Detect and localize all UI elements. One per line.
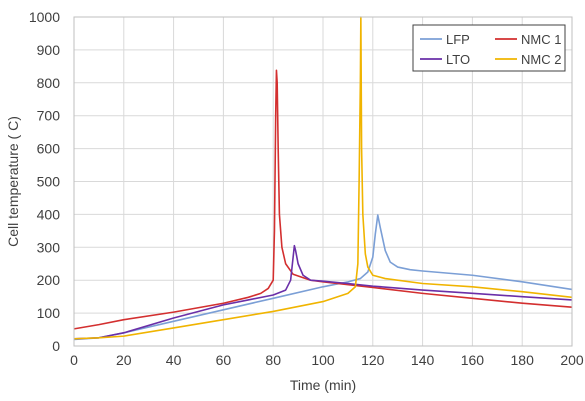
y-tick-label: 800 xyxy=(37,75,61,91)
legend-label: NMC 2 xyxy=(521,52,561,67)
y-tick-label: 1000 xyxy=(29,9,60,25)
x-tick-label: 100 xyxy=(311,352,335,368)
series-line-nmc-1 xyxy=(73,69,573,330)
legend-label: NMC 1 xyxy=(521,32,561,47)
y-tick-labels: 0 100 200 300 400 500 600 700 800 900 1000 xyxy=(29,9,60,354)
x-tick-label: 180 xyxy=(511,352,535,368)
x-axis-label: Time (min) xyxy=(290,377,356,393)
x-tick-label: 140 xyxy=(411,352,435,368)
x-tick-label: 20 xyxy=(116,352,132,368)
series-line-nmc-2 xyxy=(73,16,573,340)
y-tick-label: 700 xyxy=(37,108,61,124)
y-axis-label: Cell temperature ( C) xyxy=(5,116,21,247)
x-tick-label: 160 xyxy=(461,352,485,368)
plot-area-border xyxy=(73,16,573,347)
x-tick-label: 200 xyxy=(560,352,584,368)
x-tick-labels: 0 20 40 60 80 100 120 140 160 180 200 xyxy=(70,352,584,368)
x-tick-label: 40 xyxy=(166,352,182,368)
series-line-lto xyxy=(73,244,573,340)
y-tick-label: 400 xyxy=(37,206,61,222)
y-tick-label: 500 xyxy=(37,174,61,190)
y-tick-label: 600 xyxy=(37,141,61,157)
y-tick-label: 300 xyxy=(37,239,61,255)
legend-label: LFP xyxy=(446,32,470,47)
y-tick-label: 0 xyxy=(52,338,60,354)
y-tick-label: 900 xyxy=(37,42,61,58)
x-tick-label: 60 xyxy=(216,352,232,368)
x-tick-label: 80 xyxy=(265,352,281,368)
legend-box xyxy=(412,24,566,72)
series-lines xyxy=(73,16,573,341)
series-line-lfp xyxy=(73,214,573,341)
legend: LFP NMC 1 LTO NMC 2 xyxy=(412,24,566,72)
x-tick-label: 0 xyxy=(70,352,78,368)
y-tick-label: 200 xyxy=(37,272,61,288)
y-tick-label: 100 xyxy=(37,305,61,321)
x-tick-label: 120 xyxy=(361,352,385,368)
legend-label: LTO xyxy=(446,52,470,67)
